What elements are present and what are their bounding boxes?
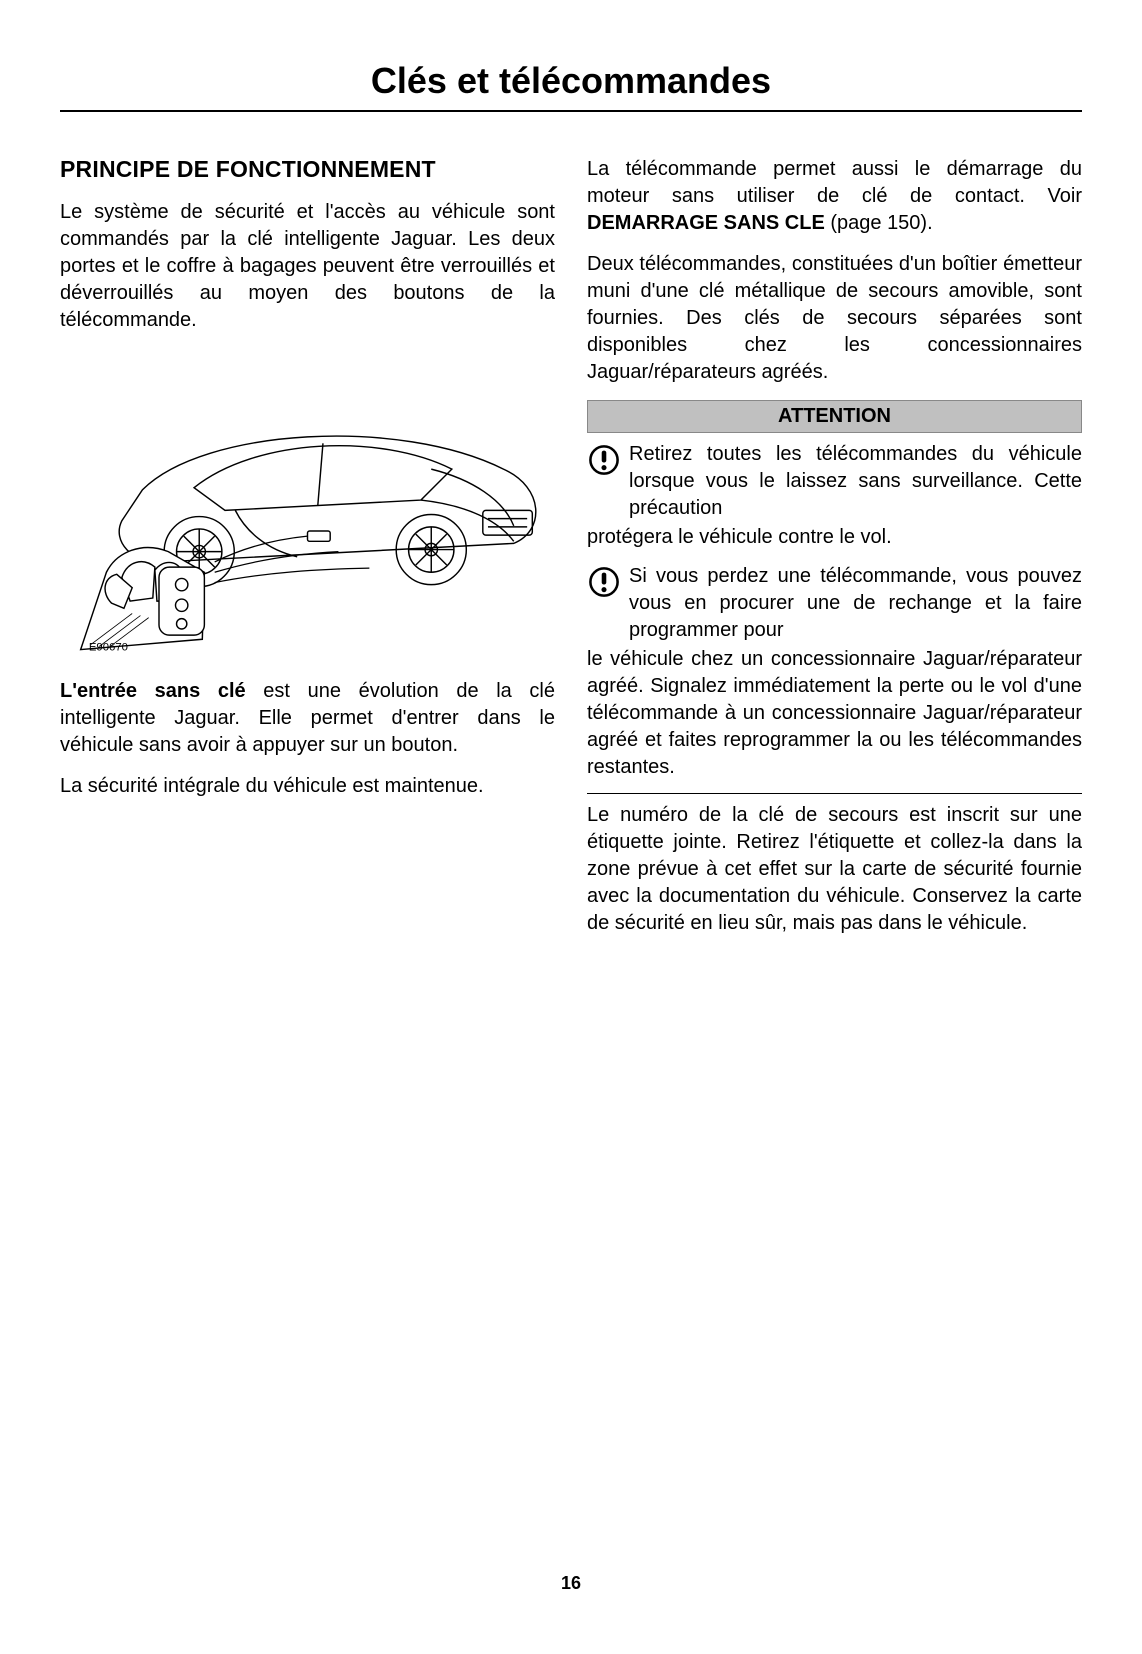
two-column-layout: PRINCIPE DE FONCTIONNEMENT Le système de… [60,156,1082,951]
exclamation-icon [587,443,621,477]
section-heading: PRINCIPE DE FONCTIONNEMENT [60,156,555,183]
warning-block-1: Retirez toutes les télécommandes du véhi… [587,441,1082,522]
left-column: PRINCIPE DE FONCTIONNEMENT Le système de… [60,156,555,951]
warning-block-2: Si vous perdez une télécommande, vous po… [587,563,1082,644]
keyless-start-ref: DEMARRAGE SANS CLE [587,212,825,234]
left-paragraph-3: La sécurité intégrale du véhicule est ma… [60,773,555,800]
title-rule [60,110,1082,112]
right-paragraph-1: La télécommande permet aussi le démarrag… [587,156,1082,237]
warning-1-text-b: protégera le véhicule contre le vol. [587,524,1082,551]
page-container: Clés et télécommandes PRINCIPE DE FONCTI… [0,0,1142,991]
page-title: Clés et télécommandes [60,60,1082,102]
exclamation-icon [587,565,621,599]
right-p1-b: (page 150). [825,212,933,234]
right-paragraph-2: Deux télécommandes, constituées d'un boî… [587,251,1082,386]
right-column: La télécommande permet aussi le démarrag… [587,156,1082,951]
attention-heading: ATTENTION [587,400,1082,433]
warning-1-text-a: Retirez toutes les télécommandes du véhi… [629,441,1082,522]
keyless-entry-term: L'entrée sans clé [60,680,246,702]
left-paragraph-1: Le système de sécurité et l'accès au véh… [60,199,555,334]
section-rule [587,793,1082,794]
warning-2-text-b: le véhicule chez un concessionnaire Jagu… [587,646,1082,781]
left-paragraph-2: L'entrée sans clé est une évolution de l… [60,678,555,759]
warning-2-text-a: Si vous perdez une télécommande, vous po… [629,563,1082,644]
right-p1-a: La télécommande permet aussi le démarrag… [587,158,1082,207]
right-paragraph-3: Le numéro de la clé de secours est inscr… [587,802,1082,937]
car-key-illustration: E90670 [60,366,555,655]
illustration-label: E90670 [89,642,128,654]
page-number: 16 [0,1573,1142,1594]
